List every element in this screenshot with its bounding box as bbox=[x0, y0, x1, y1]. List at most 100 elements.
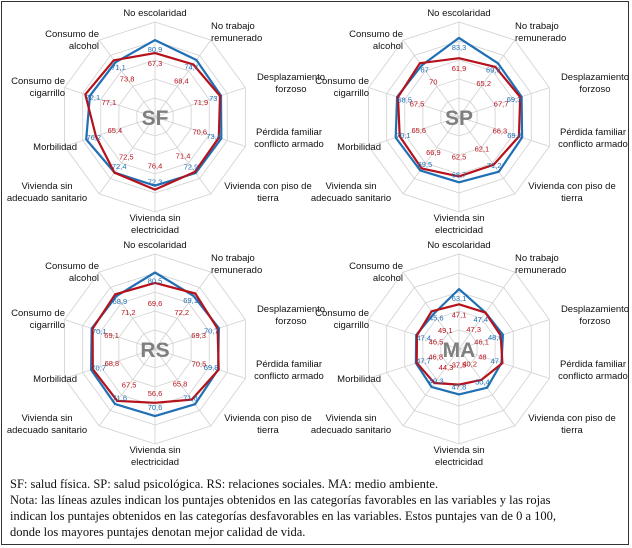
grid-spoke bbox=[64, 319, 156, 350]
data-label: 71,1 bbox=[111, 63, 126, 72]
data-label: 48 bbox=[478, 353, 486, 362]
data-label: 72,5 bbox=[119, 153, 134, 162]
caption-line-2: Nota: las líneas azules indican los punt… bbox=[10, 493, 551, 507]
radar-chart-sf: 80,9 74,1 73 73,4 72,9 72,3 72,4 76,2 72,1 71,1 67… bbox=[7, 8, 325, 236]
data-label: 72,1 bbox=[86, 93, 101, 102]
data-label: 50,4 bbox=[475, 377, 490, 386]
data-label: 69,3 bbox=[191, 331, 206, 340]
center-label: RS bbox=[140, 339, 169, 362]
grid-spoke bbox=[368, 116, 460, 147]
data-label: 76,2 bbox=[86, 133, 101, 142]
data-label: 62,5 bbox=[452, 152, 467, 161]
category-label: Pérdida familiar conflicto armado bbox=[558, 127, 628, 150]
data-label: 44,3 bbox=[439, 363, 454, 372]
data-label: 47 bbox=[491, 357, 499, 366]
category-label: No escolaridad bbox=[427, 8, 490, 19]
data-label: 74,1 bbox=[184, 63, 199, 72]
data-label: 73 bbox=[209, 94, 217, 103]
grid-spoke bbox=[402, 116, 460, 195]
data-label: 80,5 bbox=[148, 277, 163, 286]
category-label: No trabajo remunerado bbox=[515, 21, 566, 44]
category-label: Desplazamiento forzoso bbox=[561, 72, 629, 95]
category-label: Vivienda con piso de tierra bbox=[528, 181, 616, 204]
category-label: Desplazamiento forzoso bbox=[257, 72, 325, 95]
center-label: SP bbox=[445, 107, 473, 130]
data-label: 70,6 bbox=[148, 403, 163, 412]
data-label: 70,7 bbox=[204, 327, 219, 336]
radar-chart-sp: 83,3 69,9 69,3 69,8 71,2 68,7 69,5 70,1 68,5 67 61… bbox=[311, 8, 629, 236]
data-label: 73,8 bbox=[120, 75, 135, 84]
series-favorable-line bbox=[85, 38, 223, 187]
category-label: No trabajo remunerado bbox=[515, 253, 566, 276]
category-label: Consumo de cigarrillo bbox=[315, 76, 369, 99]
figure-caption: SF: salud física. SP: salud psicológica.… bbox=[10, 476, 622, 540]
data-label: 69,1 bbox=[183, 296, 198, 305]
category-label: Vivienda sin adecuado sanitario bbox=[311, 181, 391, 204]
data-label: 62,1 bbox=[475, 145, 490, 154]
caption-line-3: indican los puntajes obtenidos en las ca… bbox=[10, 509, 557, 523]
grid-spoke bbox=[98, 348, 156, 427]
grid-spoke bbox=[458, 116, 550, 147]
grid-spoke bbox=[154, 348, 212, 427]
data-label: 71,8 bbox=[183, 394, 198, 403]
data-label: 68,4 bbox=[174, 77, 189, 86]
data-label: 48,6 bbox=[488, 333, 503, 342]
data-label: 70,5 bbox=[192, 359, 207, 368]
grid-spoke bbox=[98, 116, 156, 195]
data-label: 49,3 bbox=[429, 376, 444, 385]
grid-spoke bbox=[458, 319, 550, 350]
category-label: Vivienda sin electricidad bbox=[129, 445, 180, 468]
grid-spoke bbox=[154, 39, 212, 118]
data-label: 47,4 bbox=[473, 315, 488, 324]
grid-spoke bbox=[458, 271, 516, 350]
center-label: SF bbox=[142, 107, 169, 130]
data-label: 67,7 bbox=[494, 99, 509, 108]
data-label: 71,6 bbox=[112, 394, 127, 403]
series-unfavorable-line bbox=[396, 57, 522, 178]
category-label: Consumo de alcohol bbox=[349, 29, 403, 52]
data-label: 69,1 bbox=[104, 331, 119, 340]
data-label: 71,9 bbox=[194, 98, 209, 107]
category-label: Vivienda sin adecuado sanitario bbox=[7, 413, 87, 436]
grid-spoke bbox=[402, 39, 460, 118]
data-label: 37,5 bbox=[452, 361, 467, 370]
category-label: Desplazamiento forzoso bbox=[561, 304, 629, 327]
data-label: 76,4 bbox=[148, 162, 163, 171]
grid-spoke bbox=[154, 348, 246, 379]
data-label: 46,8 bbox=[428, 353, 443, 362]
data-label: 68,9 bbox=[113, 297, 128, 306]
grid-spoke bbox=[368, 87, 460, 118]
data-label: 68,7 bbox=[452, 170, 467, 179]
category-label: Desplazamiento forzoso bbox=[257, 304, 325, 327]
category-label: Vivienda sin electricidad bbox=[433, 445, 484, 468]
data-label: 68,8 bbox=[105, 359, 120, 368]
grid-spoke bbox=[458, 348, 550, 379]
grid-spoke bbox=[154, 116, 246, 147]
data-label: 70,6 bbox=[192, 128, 207, 137]
data-label: 69,8 bbox=[507, 131, 522, 140]
data-label: 77,1 bbox=[102, 98, 117, 107]
data-label: 47,3 bbox=[466, 325, 481, 334]
data-label: 69,3 bbox=[507, 95, 522, 104]
data-label: 45,6 bbox=[429, 314, 444, 323]
data-label: 68,5 bbox=[397, 95, 412, 104]
category-label: Vivienda sin adecuado sanitario bbox=[7, 181, 87, 204]
grid-spoke bbox=[64, 348, 156, 379]
data-label: 70,1 bbox=[396, 131, 411, 140]
series-unfavorable-line bbox=[91, 281, 220, 404]
data-label: 72,4 bbox=[112, 162, 127, 171]
data-label: 56,6 bbox=[148, 389, 163, 398]
grid-spoke bbox=[64, 87, 156, 118]
category-label: No trabajo remunerado bbox=[211, 253, 262, 276]
radar-chart-rs: 80,5 69,1 70,7 69,8 71,8 70,6 71,6 70,7 70,1 68,9… bbox=[7, 240, 325, 468]
data-label: 67,3 bbox=[148, 59, 163, 68]
data-label: 61,9 bbox=[452, 64, 467, 73]
data-label: 69,5 bbox=[418, 160, 433, 169]
data-label: 65,2 bbox=[476, 79, 491, 88]
data-label: 66,9 bbox=[426, 148, 441, 157]
category-label: Vivienda sin adecuado sanitario bbox=[311, 413, 391, 436]
data-label: 72,9 bbox=[184, 163, 199, 172]
category-label: No escolaridad bbox=[123, 8, 186, 19]
